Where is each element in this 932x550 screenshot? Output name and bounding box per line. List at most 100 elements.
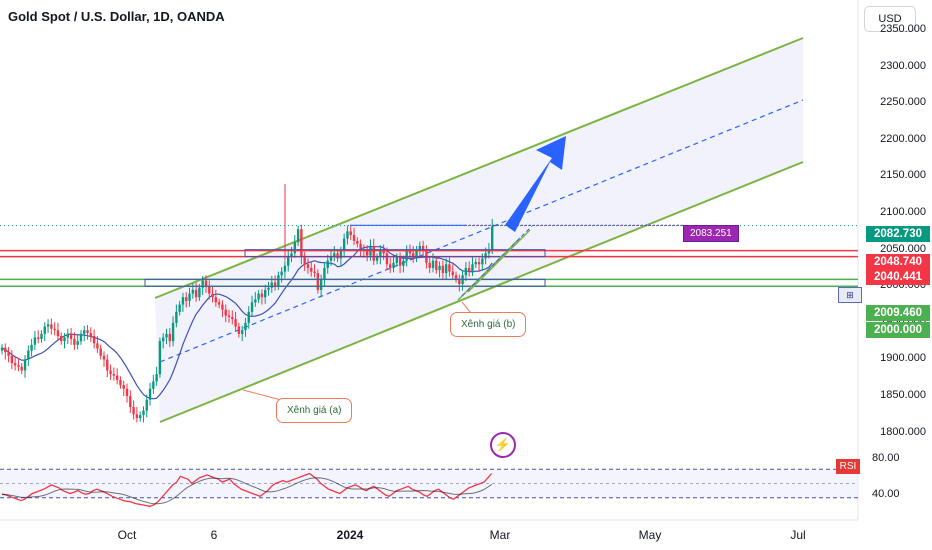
support-lower-badge: 2000.000 [866,322,930,338]
candle-body [76,341,79,345]
candle-body [264,289,267,298]
candle-body [250,302,254,312]
candle-body [66,333,69,338]
candle-body [138,415,142,419]
candle-body [458,278,461,285]
candle-body [346,231,349,239]
candle-body [431,260,435,268]
rsi-signal-line [1,477,492,505]
candle-body [237,326,241,334]
candle-body [204,280,208,287]
candle-body [112,374,116,376]
candle-body [227,315,231,317]
candle-body [372,245,375,261]
candle-body [89,333,93,337]
candle-body [135,414,139,419]
candle-body [234,319,237,327]
candle-body [83,330,86,334]
candle-body [491,226,494,250]
candle-body [165,333,168,338]
candle-body [306,264,310,268]
candle-body [339,251,343,259]
candle-body [208,286,211,294]
rsi-level-40: 40.00 [872,488,900,500]
candle-body [313,271,316,274]
candle-body [221,304,224,310]
wave-b-callout[interactable]: Xênh giá (b) [450,312,527,337]
candle-body [155,374,158,382]
candle-body [382,249,385,254]
mini-channel-line [467,229,531,293]
candle-body [188,293,191,301]
candle-body [273,282,277,287]
candle-body [375,256,379,261]
resistance-upper-badge: 2048.740 [866,254,930,270]
rsi-level-80: 80.00 [872,452,900,464]
candle-body [451,271,454,276]
candle-body [260,293,264,298]
candle-body [40,333,43,339]
candle-body [50,324,53,329]
candle-body [326,260,329,268]
candle-body [277,275,280,287]
candle-body [201,280,204,288]
candle-body [102,355,106,360]
x-tick-label: Jul [790,528,806,542]
lightning-icon[interactable]: ⚡ [490,432,516,458]
candle-body [181,297,185,305]
candle-body [303,256,306,265]
currency-button[interactable]: USD [864,6,916,32]
candle-body [17,365,20,367]
y-tick-label: 1800.000 [880,425,926,438]
candle-body [319,278,323,290]
candle-body [395,256,398,263]
candle-body [484,253,487,259]
candle-body [379,249,382,257]
x-tick-label: May [638,528,662,542]
candle-body [194,289,198,298]
candle-body [247,311,250,323]
x-tick-label: 2024 [336,528,364,542]
candle-body [310,267,313,272]
wave-a-callout[interactable]: Xênh giá (a) [276,398,353,423]
candle-body [92,336,96,344]
candle-body [7,352,10,356]
rsi-badge: RSI [836,459,860,474]
candle-body [115,375,119,380]
candle-body [385,253,389,265]
mini-channel-median [461,225,533,297]
candle-body [0,347,4,351]
candle-body [471,264,474,272]
candle-body [46,324,50,327]
candle-body [415,249,418,259]
y-tick-label: 2050.000 [880,242,926,255]
y-tick-label: 2150.000 [880,169,926,182]
candle-body [421,245,425,252]
candle-body [333,253,336,257]
candle-body [280,271,283,276]
candle-body [270,282,273,288]
candle-body [405,251,408,261]
candle-body [185,297,188,301]
y-tick-label: 2350.000 [880,23,926,35]
candle-body [119,379,122,386]
candle-body [283,265,287,272]
candle-body [441,265,445,274]
candle-body [53,328,56,331]
candle-body [211,293,214,298]
candle-body [428,262,431,268]
candle-body [122,385,125,389]
y-tick-label: 2300.000 [880,59,926,72]
candle-body [96,343,99,349]
candle-body [240,330,244,334]
candle-body [171,322,175,342]
projection-arrow [505,136,566,232]
candle-body [214,297,218,303]
candle-body [73,338,76,345]
candle-body [10,355,14,364]
candle-body [336,253,339,259]
target-price-label[interactable]: 2083.251 [683,225,739,242]
price-marker-icon[interactable]: ⊞ [838,287,862,303]
candle-body [27,350,30,360]
